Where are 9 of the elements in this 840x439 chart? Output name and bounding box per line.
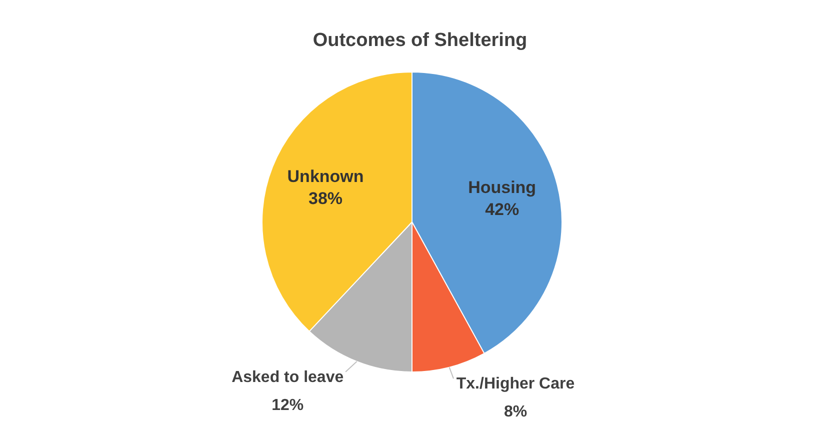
chart-title: Outcomes of Sheltering — [312, 30, 528, 51]
slice-label: Unknown — [287, 166, 364, 186]
slice-label: Housing — [468, 178, 536, 197]
data-label: 38% — [308, 188, 343, 208]
data-label: 8% — [504, 404, 528, 421]
data-label: 12% — [272, 396, 304, 414]
slice-label: Tx./Higher Care — [456, 376, 575, 393]
data-label: 42% — [485, 200, 520, 219]
slice-label: Asked to leave — [232, 368, 344, 386]
